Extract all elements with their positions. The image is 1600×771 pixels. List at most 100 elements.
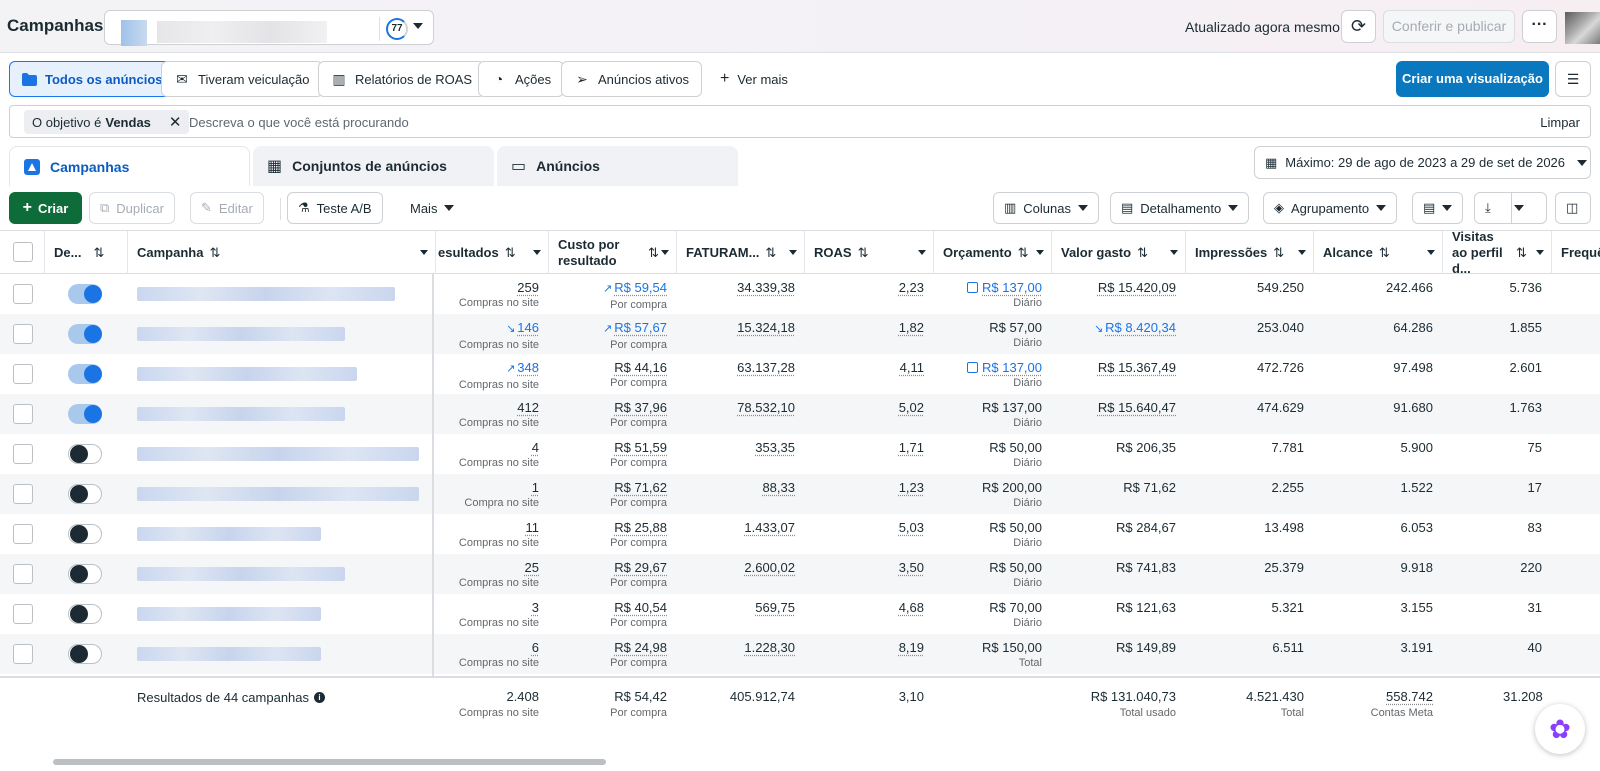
table-row[interactable]: 11 Compras no site R$ 25,88 Por compra 1.433… [0,514,1600,554]
create-view-button[interactable]: Criar uma visualização [1396,61,1549,97]
col-delivery[interactable]: De... ⇅ [45,231,128,274]
budget-value[interactable]: R$ 137,00 [982,360,1042,375]
budget-value[interactable]: R$ 137,00 [982,280,1042,295]
delivery-toggle[interactable] [68,524,102,544]
roas-value[interactable]: 8,19 [898,640,924,655]
tab-active-ads[interactable]: ➢ Anúncios ativos [561,61,703,97]
cpr-value[interactable]: R$ 51,59 [614,440,667,455]
col-amount-spent[interactable]: Valor gasto ⇅ [1052,231,1186,274]
chevron-down-icon[interactable] [420,250,428,255]
delivery-toggle[interactable] [68,364,102,384]
results-value[interactable]: 412 [517,400,539,415]
edit-button[interactable]: ✎ Editar [190,192,264,224]
account-selector[interactable]: 77 [104,10,434,46]
sort-icon[interactable]: ⇅ [504,244,516,260]
select-all-checkbox[interactable] [13,242,33,262]
review-publish-button[interactable]: Conferir e publicar [1383,10,1515,43]
chevron-down-icon[interactable] [533,250,541,255]
roas-value[interactable]: 4,11 [899,360,924,375]
sort-icon[interactable]: ⇅ [1273,244,1285,260]
results-value[interactable]: 11 [525,520,540,535]
row-checkbox[interactable] [13,284,33,304]
user-avatar[interactable] [1565,12,1600,44]
view-settings-button[interactable]: ☰ [1555,61,1591,97]
opportunity-score[interactable]: 77 [379,17,431,41]
row-checkbox[interactable] [13,564,33,584]
chevron-down-icon[interactable] [918,250,926,255]
cpr-value[interactable]: R$ 59,54 [614,280,667,295]
revenue-value[interactable]: 15.324,18 [737,320,795,335]
search-bar[interactable]: O objetivo é Vendas ✕ Descreva o que voc… [9,105,1591,138]
table-row[interactable]: 3 Compras no site R$ 40,54 Por compra 569,75… [0,594,1600,634]
revenue-value[interactable]: 2.600,02 [744,560,795,575]
sort-icon[interactable]: ⇅ [648,244,659,260]
col-reach[interactable]: Alcance ⇅ [1314,231,1443,274]
row-checkbox[interactable] [13,644,33,664]
campaign-name-blurred[interactable] [137,527,321,541]
cpr-value[interactable]: R$ 37,96 [614,400,667,415]
sort-icon[interactable]: ⇅ [1516,244,1527,260]
tab-roas-reports[interactable]: ▥ Relatórios de ROAS [318,61,486,97]
budget-value[interactable]: R$ 50,00 [989,440,1042,455]
revenue-value[interactable]: 78.532,10 [737,400,795,415]
col-impressions[interactable]: Impressões ⇅ [1186,231,1314,274]
roas-value[interactable]: 1,71 [898,440,924,455]
col-profile-visits[interactable]: Visitas ao perfil d... ⇅ [1443,231,1552,274]
tab-campaigns[interactable]: Campanhas [9,146,250,186]
more-options-button[interactable]: ··· [1522,10,1557,43]
results-value[interactable]: 3 [531,600,539,615]
roas-value[interactable]: 1,23 [898,480,924,495]
row-checkbox[interactable] [13,604,33,624]
refresh-button[interactable]: ⟳ [1341,10,1376,43]
revenue-value[interactable]: 1.433,07 [744,520,795,535]
col-results[interactable]: esultados ⇅ [436,231,549,274]
chevron-down-icon[interactable] [789,250,797,255]
delivery-toggle[interactable] [68,444,102,464]
col-frequency[interactable]: Frequê [1552,231,1600,274]
col-revenue[interactable]: FATURAM... ⇅ [677,231,805,274]
cpr-value[interactable]: R$ 44,16 [614,360,667,375]
sort-icon[interactable]: ⇅ [209,244,221,260]
results-value[interactable]: 4 [531,440,539,455]
budget-value[interactable]: R$ 50,00 [989,520,1042,535]
sort-icon[interactable]: ⇅ [93,244,105,260]
breakdown-dropdown[interactable]: ▤ Detalhamento [1110,192,1250,224]
campaign-name-blurred[interactable] [137,367,357,381]
delivery-toggle[interactable] [68,404,102,424]
row-checkbox[interactable] [13,524,33,544]
cpr-value[interactable]: R$ 24,98 [614,640,667,655]
scrollbar-thumb[interactable] [53,759,606,765]
date-range-picker[interactable]: ▦ Máximo: 29 de ago de 2023 a 29 de set … [1254,146,1591,179]
assistant-button[interactable]: ✿ [1535,704,1585,754]
revenue-value[interactable]: 1.228,30 [744,640,795,655]
budget-value[interactable]: R$ 150,00 [982,640,1042,655]
row-checkbox[interactable] [13,484,33,504]
campaign-name-blurred[interactable] [137,287,395,301]
tab-actions[interactable]: ◔ Ações [478,61,565,97]
results-value[interactable]: 6 [531,640,539,655]
spent-value[interactable]: R$ 741,83 [1116,560,1176,575]
campaign-name-blurred[interactable] [137,487,419,501]
campaign-name-blurred[interactable] [137,447,419,461]
tab-all-ads[interactable]: Todos os anúncios [9,61,176,97]
table-row[interactable]: 412 Compras no site R$ 37,96 Por compra 78.5… [0,394,1600,434]
row-checkbox[interactable] [13,324,33,344]
roas-value[interactable]: 3,50 [898,560,924,575]
budget-value[interactable]: R$ 200,00 [982,480,1042,495]
roas-value[interactable]: 4,68 [898,600,924,615]
spent-value[interactable]: R$ 284,67 [1116,520,1176,535]
spent-value[interactable]: R$ 206,35 [1116,440,1176,455]
cpr-value[interactable]: R$ 29,67 [614,560,667,575]
spent-value[interactable]: R$ 149,89 [1116,640,1176,655]
grouping-dropdown[interactable]: ◈ Agrupamento [1263,192,1398,224]
sort-icon[interactable]: ⇅ [765,244,777,260]
filter-chip[interactable]: O objetivo é Vendas ✕ [24,110,190,134]
chevron-down-icon[interactable] [1036,250,1044,255]
roas-value[interactable]: 5,03 [898,520,924,535]
budget-value[interactable]: R$ 137,00 [982,400,1042,415]
campaign-name-blurred[interactable] [137,567,345,581]
col-campaign[interactable]: Campanha ⇅ [128,231,436,274]
clear-button[interactable]: Limpar [1540,115,1580,130]
delivery-toggle[interactable] [68,324,102,344]
table-row[interactable]: 259 Compras no site ↗ R$ 59,54 Por compra 34.… [0,274,1600,314]
